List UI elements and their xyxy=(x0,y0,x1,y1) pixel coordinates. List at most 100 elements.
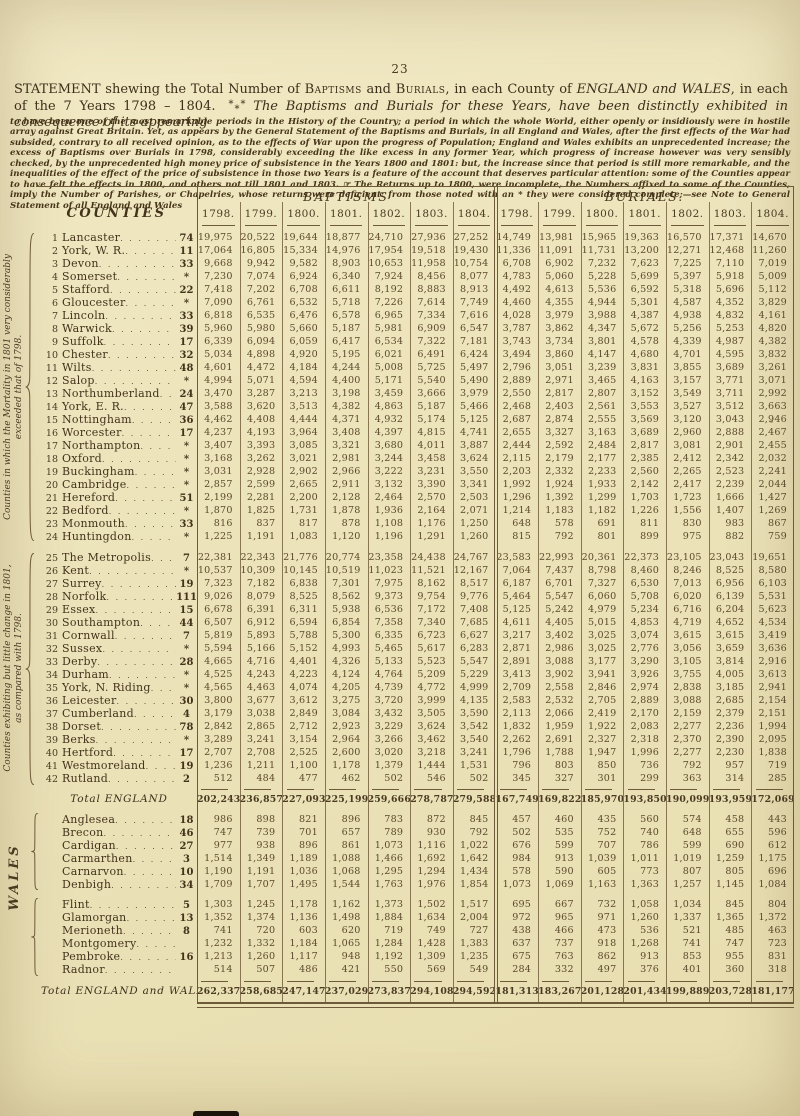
value-cell: 2,599 xyxy=(246,479,276,490)
value-cell: 20,522 xyxy=(240,232,276,243)
value-cell: 5,725 xyxy=(417,362,446,373)
value-cell: 2,233 xyxy=(587,466,617,477)
county-name: Cornwall xyxy=(62,629,115,642)
table-bottom-rule xyxy=(197,1002,794,1008)
value-cell: 896 xyxy=(299,840,318,851)
county-name: Essex xyxy=(62,603,96,616)
value-cell: 2,901 xyxy=(715,440,745,451)
value-cell: 6,424 xyxy=(460,349,489,360)
year-header-row: COUNTIES 1798. 1799. 1800. 1801. 1802. 1803. 1… xyxy=(36,206,794,222)
value-cell: 1,178 xyxy=(332,760,361,771)
value-cell: 507 xyxy=(256,964,276,975)
value-cell: 3,988 xyxy=(587,310,617,321)
deficient-parishes-count: 36 xyxy=(179,415,194,426)
value-cell: 1,299 xyxy=(587,492,617,503)
value-cell: 736 xyxy=(640,760,660,771)
county-name-cell: 2 York, W. R. 11 xyxy=(36,244,197,257)
value-cell: 3,074 xyxy=(630,630,660,641)
value-cell: 3,615 xyxy=(715,630,745,641)
sidebar-wales-label: WALES xyxy=(7,843,22,911)
value-cell: 1,260 xyxy=(460,531,489,542)
deficient-parishes-count: * xyxy=(183,376,190,387)
value-cell: 2,151 xyxy=(758,708,787,719)
value-cell: 4,028 xyxy=(502,310,532,321)
value-cell: 1,337 xyxy=(673,912,702,923)
dot-leader xyxy=(117,271,176,283)
county-row: Merioneth 8 741 720 603 620 719 749 727 438 466 473… xyxy=(36,924,794,937)
deficient-parishes-count: 47 xyxy=(179,402,194,413)
county-name-cell: Brecon 46 xyxy=(36,826,197,839)
value-cell: 4,944 xyxy=(587,297,617,308)
value-cell: 3,663 xyxy=(758,401,787,412)
value-cell: 1,232 xyxy=(204,938,233,949)
county-name: Worcester xyxy=(62,426,122,439)
value-cell: 5,623 xyxy=(758,604,787,615)
value-cell: 3,979 xyxy=(460,388,489,399)
value-cell: 3,261 xyxy=(758,362,787,373)
county-row: 30 Southampton 44 6,507 6,912 6,594 6,854 7,358… xyxy=(36,616,794,629)
value-cell: 1,383 xyxy=(460,938,489,949)
value-cell: 1,365 xyxy=(715,912,745,923)
value-cell: 955 xyxy=(725,951,745,962)
value-cell: 1,392 xyxy=(545,492,574,503)
county-index: 33 xyxy=(45,657,58,668)
value-cell: 3,341 xyxy=(460,479,489,490)
county-name-cell: 12 Salop * xyxy=(36,374,197,387)
value-cell: 2,946 xyxy=(758,414,787,425)
value-cell: 6,594 xyxy=(289,617,318,628)
value-cell: 5,229 xyxy=(460,669,489,680)
value-cell: 550 xyxy=(384,964,404,975)
value-cell: 1,196 xyxy=(374,531,404,542)
value-cell: 984 xyxy=(512,853,532,864)
value-cell: 691 xyxy=(597,518,617,529)
title-segment: WALES xyxy=(681,82,731,97)
value-cell: 2,555 xyxy=(587,414,617,425)
value-cell: 2,464 xyxy=(374,492,404,503)
deficient-parishes-count: 18 xyxy=(179,815,194,826)
value-cell: 6,532 xyxy=(289,297,318,308)
value-cell: 4,772 xyxy=(417,682,446,693)
value-cell: 648 xyxy=(512,518,532,529)
value-cell: 22,993 xyxy=(538,552,574,563)
dot-leader xyxy=(101,721,176,733)
total-label-cell: Total ENGLAND and WALES xyxy=(36,984,197,999)
value-cell: 862 xyxy=(597,951,617,962)
value-cell: 201,434 xyxy=(623,986,667,997)
county-index: 28 xyxy=(45,592,58,603)
value-cell: 6,391 xyxy=(246,604,276,615)
value-cell: 773 xyxy=(640,866,660,877)
total-england-row: Total ENGLAND 202,243 236,857 227,093 225,19… xyxy=(36,792,794,807)
county-row: 27 Surrey 19 7,323 7,182 6,838 7,301 7,975 8,162… xyxy=(36,577,794,590)
value-cell: 17,064 xyxy=(197,245,233,256)
value-cell: 3,402 xyxy=(545,630,574,641)
dot-leader xyxy=(89,565,176,577)
county-row: Pembroke 16 1,213 1,260 1,117 948 1,192 1,309 1,… xyxy=(36,950,794,963)
county-index: 34 xyxy=(45,670,58,681)
deficient-parishes-count: 44 xyxy=(179,618,194,629)
value-cell: 4,815 xyxy=(417,427,446,438)
value-cell: 8,079 xyxy=(246,591,276,602)
county-name: Northampton xyxy=(62,439,141,452)
dot-leader xyxy=(151,552,176,564)
value-cell: 1,379 xyxy=(374,760,404,771)
value-cell: 4,463 xyxy=(246,682,276,693)
value-cell: 690 xyxy=(725,840,745,851)
value-cell: 2,992 xyxy=(758,388,787,399)
value-cell: 6,854 xyxy=(332,617,361,628)
value-cell: 898 xyxy=(256,814,276,825)
value-cell: 1,959 xyxy=(545,721,574,732)
value-cell: 7,202 xyxy=(246,284,276,295)
value-cell: 853 xyxy=(682,951,702,962)
value-cell: 845 xyxy=(725,899,745,910)
dot-leader xyxy=(92,362,176,374)
deficient-parishes-count: 111 xyxy=(176,592,197,603)
value-cell: 7,614 xyxy=(417,297,446,308)
value-cell: 438 xyxy=(512,925,532,936)
header-rule-segment xyxy=(197,225,240,226)
value-cell: 7,064 xyxy=(502,565,532,576)
value-cell: 3,659 xyxy=(715,643,745,654)
value-cell: 301 xyxy=(597,773,617,784)
value-cell: 1,936 xyxy=(374,505,404,516)
value-cell: 5,819 xyxy=(204,630,233,641)
county-name: Cambridge xyxy=(62,478,127,491)
